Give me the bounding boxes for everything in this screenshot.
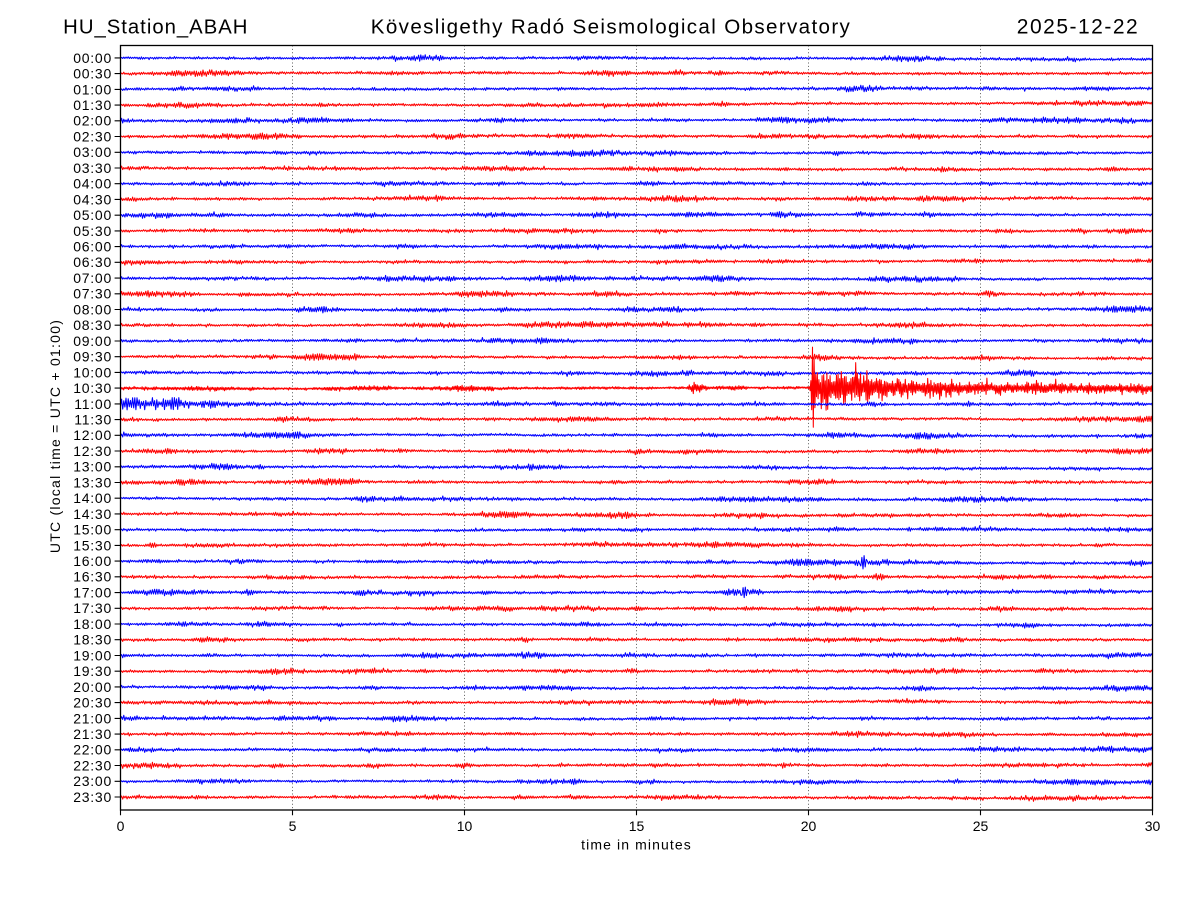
svg-text:21:30: 21:30 bbox=[73, 726, 112, 742]
svg-text:14:00: 14:00 bbox=[73, 490, 112, 506]
svg-text:2025-12-22: 2025-12-22 bbox=[1017, 16, 1139, 39]
svg-text:11:30: 11:30 bbox=[74, 412, 112, 428]
svg-text:UTC (local time = UTC + 01:00): UTC (local time = UTC + 01:00) bbox=[47, 319, 63, 553]
svg-text:16:30: 16:30 bbox=[73, 569, 112, 585]
svg-text:09:30: 09:30 bbox=[73, 349, 112, 365]
svg-text:15:30: 15:30 bbox=[73, 537, 112, 553]
svg-text:01:30: 01:30 bbox=[73, 97, 112, 113]
svg-text:17:30: 17:30 bbox=[73, 600, 112, 616]
svg-text:09:00: 09:00 bbox=[73, 333, 112, 349]
svg-text:23:30: 23:30 bbox=[73, 789, 112, 805]
svg-text:HU_Station_ABAH: HU_Station_ABAH bbox=[63, 17, 248, 39]
svg-text:10:00: 10:00 bbox=[73, 364, 112, 380]
svg-text:08:30: 08:30 bbox=[73, 317, 112, 333]
svg-text:04:30: 04:30 bbox=[73, 191, 112, 207]
svg-text:21:00: 21:00 bbox=[73, 710, 112, 726]
svg-text:03:00: 03:00 bbox=[73, 144, 112, 160]
svg-text:10: 10 bbox=[457, 818, 473, 834]
svg-text:15:00: 15:00 bbox=[73, 522, 112, 538]
svg-text:30: 30 bbox=[1145, 818, 1161, 834]
svg-text:00:00: 00:00 bbox=[73, 50, 112, 66]
svg-text:05:30: 05:30 bbox=[73, 223, 112, 239]
svg-text:20: 20 bbox=[801, 818, 817, 834]
svg-text:08:00: 08:00 bbox=[73, 301, 112, 317]
svg-text:Kövesligethy Radó Seismologica: Kövesligethy Radó Seismological Observat… bbox=[371, 16, 851, 39]
svg-text:17:00: 17:00 bbox=[73, 585, 112, 601]
svg-text:15: 15 bbox=[629, 818, 645, 834]
svg-text:05:00: 05:00 bbox=[73, 207, 112, 223]
svg-text:5: 5 bbox=[289, 818, 297, 834]
svg-text:03:30: 03:30 bbox=[73, 160, 112, 176]
svg-text:12:30: 12:30 bbox=[73, 443, 112, 459]
svg-text:11:00: 11:00 bbox=[74, 396, 112, 412]
svg-text:23:00: 23:00 bbox=[73, 773, 112, 789]
svg-text:13:30: 13:30 bbox=[73, 474, 112, 490]
svg-text:13:00: 13:00 bbox=[73, 459, 112, 475]
svg-text:00:30: 00:30 bbox=[73, 66, 112, 82]
svg-text:18:30: 18:30 bbox=[73, 632, 112, 648]
svg-text:time in minutes: time in minutes bbox=[581, 837, 692, 853]
svg-text:14:30: 14:30 bbox=[73, 506, 112, 522]
svg-text:22:30: 22:30 bbox=[73, 757, 112, 773]
svg-text:18:00: 18:00 bbox=[73, 616, 112, 632]
svg-text:06:00: 06:00 bbox=[73, 239, 112, 255]
svg-text:19:30: 19:30 bbox=[73, 663, 112, 679]
svg-text:22:00: 22:00 bbox=[73, 742, 112, 758]
svg-text:02:30: 02:30 bbox=[73, 128, 112, 144]
svg-text:06:30: 06:30 bbox=[73, 254, 112, 270]
svg-text:25: 25 bbox=[973, 818, 989, 834]
svg-text:07:30: 07:30 bbox=[73, 286, 112, 302]
svg-text:01:00: 01:00 bbox=[73, 81, 112, 97]
svg-text:12:00: 12:00 bbox=[73, 427, 112, 443]
svg-text:16:00: 16:00 bbox=[73, 553, 112, 569]
svg-text:04:00: 04:00 bbox=[73, 176, 112, 192]
svg-text:20:30: 20:30 bbox=[73, 695, 112, 711]
svg-text:20:00: 20:00 bbox=[73, 679, 112, 695]
svg-text:19:00: 19:00 bbox=[73, 647, 112, 663]
svg-text:07:00: 07:00 bbox=[73, 270, 112, 286]
svg-text:10:30: 10:30 bbox=[73, 380, 112, 396]
svg-text:0: 0 bbox=[117, 818, 125, 834]
svg-text:02:00: 02:00 bbox=[73, 113, 112, 129]
